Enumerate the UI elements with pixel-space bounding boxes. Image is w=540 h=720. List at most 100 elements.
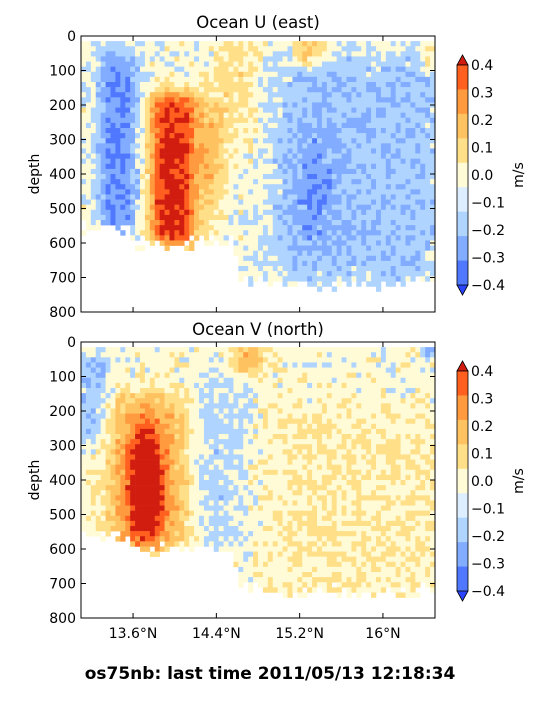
heatmap-cell	[85, 362, 92, 368]
heatmap-cell	[90, 194, 97, 200]
heatmap-cell	[341, 143, 347, 149]
heatmap-cell	[135, 168, 141, 175]
heatmap-cell	[194, 347, 200, 353]
heatmap-cell	[164, 469, 170, 476]
heatmap-cell	[218, 204, 224, 211]
heatmap-cell	[149, 163, 156, 170]
heatmap-cell	[331, 209, 337, 216]
heatmap-cell	[321, 469, 328, 476]
heatmap-cell	[292, 428, 298, 435]
heatmap-cell	[297, 148, 303, 154]
heatmap-cell	[277, 398, 283, 404]
heatmap-cell	[140, 92, 146, 98]
heatmap-cell	[307, 87, 313, 93]
heatmap-cell	[164, 82, 170, 88]
heatmap-cell	[331, 428, 337, 435]
heatmap-cell	[125, 102, 131, 108]
heatmap-cell	[312, 388, 318, 394]
heatmap-cell	[287, 408, 293, 414]
heatmap-cell	[169, 199, 175, 205]
heatmap-cell	[302, 225, 308, 231]
heatmap-cell	[169, 418, 175, 425]
heatmap-cell	[272, 469, 278, 476]
heatmap-cell	[380, 469, 387, 476]
heatmap-cell	[405, 439, 411, 445]
heatmap-cell	[272, 102, 278, 108]
u-heatmap	[81, 41, 436, 292]
heatmap-cell	[321, 225, 328, 231]
heatmap-cell	[228, 398, 234, 404]
heatmap-cell	[135, 158, 141, 165]
heatmap-cell	[356, 388, 362, 394]
heatmap-cell	[400, 444, 406, 450]
heatmap-cell	[218, 454, 224, 460]
heatmap-cell	[253, 199, 259, 205]
heatmap-cell	[351, 439, 357, 445]
heatmap-cell	[115, 413, 121, 419]
heatmap-cell	[159, 413, 165, 419]
heatmap-cell	[336, 168, 342, 175]
heatmap-cell	[90, 428, 97, 435]
heatmap-cell	[307, 153, 313, 159]
heatmap-cell	[95, 133, 101, 139]
heatmap-cell	[341, 372, 347, 379]
y-tick-label: 800	[49, 305, 76, 321]
heatmap-cell	[287, 352, 293, 358]
heatmap-cell	[140, 148, 146, 154]
heatmap-cell	[120, 220, 126, 226]
heatmap-cell	[243, 56, 249, 62]
heatmap-cell	[223, 184, 229, 190]
heatmap-cell	[135, 112, 141, 119]
heatmap-cell	[110, 107, 116, 113]
heatmap-cell	[115, 184, 121, 190]
heatmap-cell	[287, 225, 293, 231]
heatmap-cell	[81, 87, 87, 93]
heatmap-cell	[253, 434, 259, 440]
heatmap-cell	[85, 66, 92, 73]
heatmap-cell	[110, 459, 116, 465]
heatmap-cell	[154, 464, 160, 471]
heatmap-cell	[233, 189, 239, 195]
heatmap-cell	[415, 102, 421, 108]
heatmap-cell	[390, 423, 396, 430]
heatmap-cell	[135, 459, 141, 465]
heatmap-cell	[376, 235, 382, 241]
heatmap-cell	[154, 117, 160, 124]
heatmap-cell	[425, 230, 431, 236]
heatmap-cell	[159, 393, 165, 399]
heatmap-cell	[179, 423, 185, 430]
heatmap-cell	[208, 459, 215, 465]
heatmap-cell	[194, 128, 200, 134]
heatmap-cell	[223, 143, 229, 149]
heatmap-cell	[361, 122, 367, 129]
heatmap-cell	[228, 209, 234, 216]
heatmap-cell	[243, 174, 249, 180]
heatmap-cell	[385, 245, 392, 251]
heatmap-cell	[287, 377, 293, 384]
heatmap-cell	[336, 122, 342, 129]
heatmap-cell	[277, 454, 283, 460]
heatmap-cell	[317, 82, 323, 88]
heatmap-cell	[258, 255, 264, 262]
heatmap-cell	[199, 117, 205, 124]
heatmap-cell	[130, 56, 136, 62]
heatmap-cell	[415, 112, 421, 119]
heatmap-cell	[258, 102, 264, 108]
heatmap-cell	[292, 168, 298, 175]
heatmap-cell	[115, 82, 121, 88]
heatmap-cell	[169, 220, 175, 226]
heatmap-cell	[336, 444, 342, 450]
heatmap-cell	[228, 204, 234, 211]
heatmap-cell	[248, 179, 254, 185]
heatmap-cell	[169, 352, 175, 358]
heatmap-cell	[405, 168, 411, 175]
heatmap-cell	[228, 459, 234, 465]
heatmap-cell	[415, 41, 421, 47]
heatmap-cell	[243, 449, 249, 455]
heatmap-cell	[258, 454, 264, 460]
heatmap-cell	[307, 189, 313, 195]
heatmap-cell	[130, 199, 136, 205]
heatmap-cell	[425, 204, 431, 211]
heatmap-cell	[258, 46, 264, 52]
heatmap-cell	[420, 122, 426, 129]
